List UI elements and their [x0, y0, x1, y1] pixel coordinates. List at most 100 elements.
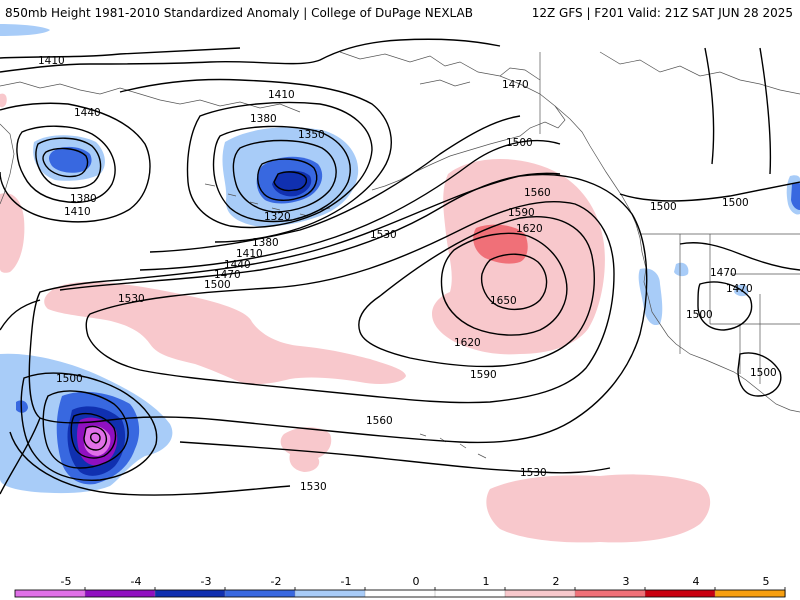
colorbar-bin [294, 589, 366, 598]
height-contour [232, 139, 337, 213]
height-contour [28, 173, 648, 444]
contour-label: 1500 [722, 197, 749, 209]
colorbar-bin [714, 589, 786, 598]
aleutian-islands [204, 183, 331, 217]
height-contour [0, 47, 241, 59]
contour-label: 1620 [454, 337, 481, 349]
height-contour [0, 299, 41, 495]
positive-anomaly-region [486, 474, 711, 543]
negative-anomaly-region [674, 262, 689, 277]
contour-label: 1350 [298, 129, 325, 141]
valid-time-label: 12Z GFS | F201 Valid: 21Z SAT JUN 28 202… [531, 6, 793, 20]
contour-label: 1500 [750, 367, 777, 379]
height-contour [257, 158, 318, 201]
contour-label: 1380 [70, 193, 97, 205]
positive-anomaly-region [0, 93, 7, 108]
contour-label: 1380 [250, 113, 277, 125]
height-contour [212, 125, 351, 223]
positive-anomaly-region [0, 193, 25, 273]
height-contour [42, 390, 129, 469]
colorbar-bin [504, 589, 576, 598]
colorbar-bins [14, 589, 786, 598]
contour-label: 1530 [300, 481, 327, 493]
colorbar-tick-label: -4 [131, 575, 142, 588]
colorbar-bin [434, 589, 506, 598]
height-contour [9, 431, 291, 496]
height-contour [35, 137, 102, 189]
contour-label: 1470 [710, 267, 737, 279]
height-contour [697, 281, 753, 331]
contour-label: 1530 [370, 229, 397, 241]
contour-label: 1650 [490, 295, 517, 307]
contour-label: 1560 [366, 415, 393, 427]
height-contour [70, 412, 117, 459]
colorbar-tick-label: 2 [553, 575, 560, 588]
height-contour [0, 38, 501, 73]
contour-label: 1470 [726, 283, 753, 295]
height-contour [20, 372, 158, 481]
colorbar-bin [364, 589, 436, 598]
contour-label: 1530 [520, 467, 547, 479]
contour-label: 1470 [214, 269, 241, 281]
bc-coast [554, 105, 800, 413]
height-contour [186, 101, 373, 229]
contour-label: 1590 [508, 207, 535, 219]
contour-label: 1500 [506, 137, 533, 149]
contour-labels: 1410 1440 1380 1410 1410 1380 1350 1320 … [38, 55, 777, 493]
contour-label: 1470 [502, 79, 529, 91]
colorbar-frame [14, 589, 786, 598]
contour-label: 1500 [56, 373, 83, 385]
height-contour [440, 232, 568, 336]
contour-label: 1500 [650, 201, 677, 213]
colorbar: -5 -4 -3 -2 -1 0 1 2 3 4 5 [14, 575, 786, 598]
contour-label: 1410 [64, 206, 91, 218]
contour-label: 1440 [74, 107, 101, 119]
colorbar-tick-label: -5 [61, 575, 72, 588]
contour-label: 1500 [686, 309, 713, 321]
colorbar-bin [224, 589, 296, 598]
height-contour [16, 125, 116, 204]
height-contour [679, 242, 800, 271]
colorbar-tick-label: 4 [693, 575, 700, 588]
height-contour [704, 47, 772, 175]
contour-label: 1560 [524, 187, 551, 199]
contour-label: 1500 [204, 279, 231, 291]
colorbar-bin [14, 589, 86, 598]
contour-label: 1590 [470, 369, 497, 381]
positive-anomaly-region [280, 427, 332, 472]
negative-anomaly-region [791, 182, 800, 210]
colorbar-tick-label: 0 [413, 575, 420, 588]
contour-label: 1410 [236, 248, 263, 260]
north-coast [599, 51, 800, 95]
alaska-coast [339, 51, 566, 191]
colorbar-tick-label: -3 [201, 575, 212, 588]
height-contour [619, 181, 800, 202]
height-contour [179, 441, 611, 474]
map-title: 850mb Height 1981-2010 Standardized Anom… [5, 6, 473, 20]
colorbar-tick-label: -2 [271, 575, 282, 588]
contour-label: 1530 [118, 293, 145, 305]
negative-anomaly-region [0, 24, 50, 36]
height-contours [0, 38, 800, 496]
height-contour [85, 201, 615, 404]
colorbar-bin [154, 589, 226, 598]
height-contour [0, 102, 151, 223]
contour-label: 1410 [38, 55, 65, 67]
colorbar-bin [84, 589, 156, 598]
contour-label: 1620 [516, 223, 543, 235]
coastlines [0, 51, 800, 459]
height-contour [119, 78, 392, 243]
header-bar: 850mb Height 1981-2010 Standardized Anom… [0, 0, 800, 24]
positive-anomaly-region [44, 281, 407, 385]
contour-label: 1440 [224, 259, 251, 271]
contour-label: 1380 [252, 237, 279, 249]
colorbar-tick-label: 1 [483, 575, 490, 588]
colorbar-tick-label: 3 [623, 575, 630, 588]
colorbar-tick-label: -1 [341, 575, 352, 588]
colorbar-bin [644, 589, 716, 598]
height-contour [83, 425, 108, 451]
height-contour [480, 253, 548, 311]
negative-anomaly-region [16, 400, 28, 413]
height-contour [149, 115, 521, 253]
